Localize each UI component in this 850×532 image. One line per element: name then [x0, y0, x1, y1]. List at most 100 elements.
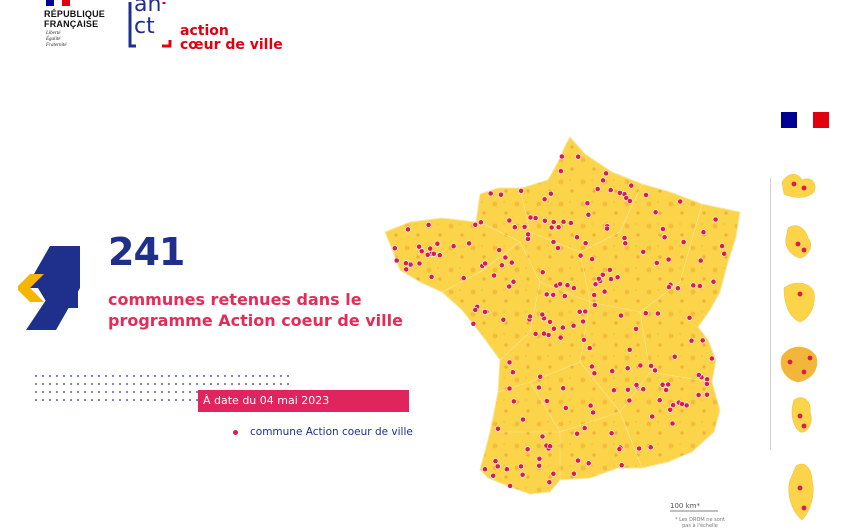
commune-marker — [402, 260, 409, 267]
commune-marker — [591, 292, 598, 298]
commune-marker — [677, 198, 684, 205]
commune-marker — [652, 209, 659, 216]
anct-logo-an: an — [134, 0, 162, 17]
commune-marker — [604, 225, 610, 232]
commune-marker — [648, 362, 654, 369]
guyane-shape — [783, 282, 815, 323]
commune-marker — [570, 322, 577, 329]
commune-marker — [546, 479, 553, 486]
commune-marker — [588, 363, 595, 370]
legend-label: commune Action coeur de ville — [250, 426, 413, 438]
chevron-logo-icon — [18, 246, 80, 330]
marianne-flag-icon — [46, 0, 70, 6]
commune-marker — [506, 385, 513, 392]
commune-marker — [425, 222, 432, 228]
commune-marker — [589, 256, 595, 262]
corse-shape — [788, 463, 814, 521]
commune-marker — [539, 433, 546, 440]
commune-marker — [695, 392, 702, 398]
commune-marker — [585, 211, 592, 218]
commune-marker — [502, 254, 509, 261]
commune-marker — [576, 308, 583, 315]
commune-marker — [584, 200, 591, 207]
commune-markers — [391, 153, 728, 489]
commune-marker — [416, 243, 422, 250]
commune-marker — [680, 239, 687, 245]
commune-marker — [695, 372, 702, 378]
commune-marker — [712, 216, 719, 223]
subtitle-line-2: programme Action coeur de ville — [108, 311, 403, 330]
commune-marker — [640, 386, 647, 393]
commune-marker — [500, 316, 507, 323]
commune-marker — [532, 330, 539, 337]
commune-marker — [649, 413, 656, 420]
commune-marker — [560, 218, 567, 225]
overseas-markers — [787, 181, 813, 511]
commune-marker — [671, 353, 678, 360]
commune-marker — [637, 362, 644, 369]
commune-marker — [577, 252, 584, 259]
footnote-line-2: pas à l'échelle — [682, 523, 718, 529]
commune-marker — [665, 381, 672, 388]
france-mainland-shape — [384, 136, 741, 495]
commune-marker — [550, 291, 557, 298]
commune-marker — [550, 219, 557, 225]
scale-label: 100 km* — [670, 502, 700, 510]
commune-marker — [541, 196, 548, 203]
program-name-line-1: action — [180, 23, 229, 39]
commune-marker — [507, 482, 514, 489]
commune-marker — [430, 250, 437, 257]
commune-marker — [536, 462, 543, 469]
marianne-flag-icon-right — [781, 112, 829, 128]
commune-marker — [543, 291, 550, 298]
commune-marker — [616, 446, 623, 452]
commune-marker — [527, 313, 533, 320]
commune-marker — [708, 355, 715, 362]
anct-bracket-icon — [128, 2, 172, 48]
commune-marker — [606, 266, 613, 273]
commune-marker — [418, 248, 425, 255]
commune-marker — [527, 214, 534, 221]
commune-marker — [679, 401, 685, 407]
commune-marker — [494, 463, 501, 470]
commune-marker — [614, 274, 621, 281]
commune-marker — [575, 457, 581, 464]
commune-marker — [609, 368, 616, 374]
commune-marker — [520, 416, 526, 423]
commune-marker — [580, 336, 587, 343]
commune-marker — [585, 460, 592, 467]
commune-marker — [595, 275, 602, 282]
commune-marker — [536, 455, 543, 462]
commune-marker — [562, 405, 569, 411]
commune-marker — [574, 430, 580, 437]
commune-marker — [653, 259, 660, 266]
commune-marker — [561, 293, 568, 299]
commune-marker — [660, 226, 666, 232]
commune-marker — [428, 273, 435, 280]
commune-marker — [519, 471, 526, 478]
commune-marker — [721, 250, 728, 257]
commune-marker — [518, 463, 524, 470]
motto-fraternite: Fraternité — [46, 43, 67, 48]
commune-marker — [482, 260, 489, 267]
commune-marker — [547, 190, 554, 197]
commune-marker — [470, 320, 477, 327]
commune-marker — [424, 251, 431, 258]
commune-marker — [558, 153, 565, 160]
commune-marker — [509, 369, 516, 376]
commune-marker — [499, 262, 505, 269]
commune-marker — [647, 444, 654, 451]
republique-line-1: RÉPUBLIQUE — [44, 9, 106, 19]
reunion-shape — [780, 346, 818, 383]
commune-marker — [710, 278, 717, 285]
commune-marker — [405, 226, 411, 233]
subtitle-line-1: communes retenues dans le — [108, 290, 362, 309]
commune-marker — [506, 359, 513, 366]
commune-marker — [393, 257, 400, 264]
commune-marker — [663, 387, 669, 393]
commune-marker — [487, 190, 494, 197]
commune-marker — [472, 221, 479, 228]
commune-marker — [407, 261, 414, 268]
date-banner: À date du 04 mai 2023 — [198, 390, 409, 412]
department-borders — [441, 183, 713, 480]
